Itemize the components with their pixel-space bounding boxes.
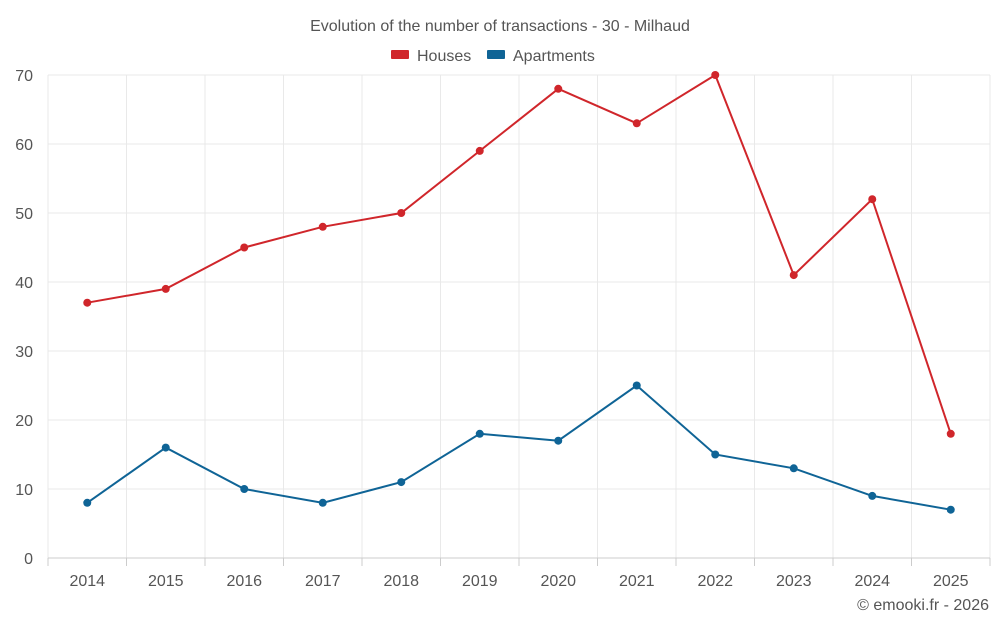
x-tick-label: 2022 — [697, 573, 733, 590]
series-houses — [83, 71, 955, 438]
data-point-houses[interactable] — [161, 284, 170, 293]
x-tick-label: 2024 — [854, 573, 890, 590]
data-point-houses[interactable] — [554, 84, 563, 93]
x-tick-label: 2020 — [540, 573, 576, 590]
data-point-houses[interactable] — [868, 195, 877, 204]
x-axis: 2014 2015 2016 2017 2018 2019 2020 2021 2022 2023… — [69, 573, 968, 590]
data-point-apartments[interactable] — [711, 450, 720, 459]
data-point-apartments[interactable] — [554, 436, 563, 445]
y-tick-label: 60 — [15, 137, 33, 154]
data-point-houses[interactable] — [946, 429, 955, 438]
copyright-text: © emooki.fr - 2026 — [857, 597, 989, 614]
data-point-houses[interactable] — [83, 298, 92, 307]
data-point-apartments[interactable] — [83, 498, 92, 507]
x-tick-label: 2021 — [619, 573, 655, 590]
x-tick-label: 2023 — [776, 573, 812, 590]
y-tick-label: 40 — [15, 275, 33, 292]
data-point-apartments[interactable] — [789, 464, 798, 473]
data-point-houses[interactable] — [789, 271, 798, 280]
y-tick-label: 70 — [15, 68, 33, 85]
data-point-houses[interactable] — [397, 209, 406, 217]
data-point-apartments[interactable] — [475, 429, 484, 438]
data-point-apartments[interactable] — [318, 498, 327, 507]
data-point-houses[interactable] — [632, 119, 641, 128]
legend-item-apartments[interactable]: Apartments — [487, 48, 595, 65]
x-tick-label: 2019 — [462, 573, 498, 590]
series-line-apartments — [86, 384, 951, 511]
grid — [47, 74, 991, 566]
legend-label: Houses — [417, 48, 471, 65]
data-point-houses[interactable] — [240, 243, 249, 252]
legend-swatch — [391, 50, 409, 59]
data-point-apartments[interactable] — [397, 478, 406, 487]
legend-swatch — [487, 50, 505, 59]
data-point-apartments[interactable] — [240, 485, 249, 493]
legend-item-houses[interactable]: Houses — [391, 48, 471, 65]
x-tick-label: 2015 — [148, 573, 184, 590]
data-point-houses[interactable] — [318, 222, 327, 231]
legend-label: Apartments — [513, 48, 595, 65]
y-tick-label: 10 — [15, 482, 33, 499]
series-group — [83, 71, 955, 514]
legend: Houses Apartments — [391, 48, 595, 65]
y-axis: 0 10 20 30 40 50 60 70 — [15, 68, 33, 568]
y-tick-label: 20 — [15, 413, 33, 430]
x-tick-label: 2018 — [383, 573, 419, 590]
data-point-apartments[interactable] — [868, 491, 877, 500]
y-tick-label: 0 — [24, 551, 33, 568]
series-line-houses — [87, 73, 952, 435]
y-tick-label: 30 — [15, 344, 33, 361]
data-point-houses[interactable] — [475, 146, 484, 155]
data-point-houses[interactable] — [711, 71, 720, 79]
series-apartments — [83, 381, 955, 514]
chart-title: Evolution of the number of transactions … — [310, 18, 690, 35]
data-point-apartments[interactable] — [161, 443, 170, 452]
y-tick-label: 50 — [15, 206, 33, 223]
x-tick-label: 2014 — [69, 573, 105, 590]
x-tick-label: 2017 — [305, 573, 341, 590]
x-tick-label: 2025 — [933, 573, 969, 590]
data-point-apartments[interactable] — [632, 381, 641, 390]
data-point-apartments[interactable] — [946, 505, 955, 514]
x-tick-label: 2016 — [226, 573, 262, 590]
